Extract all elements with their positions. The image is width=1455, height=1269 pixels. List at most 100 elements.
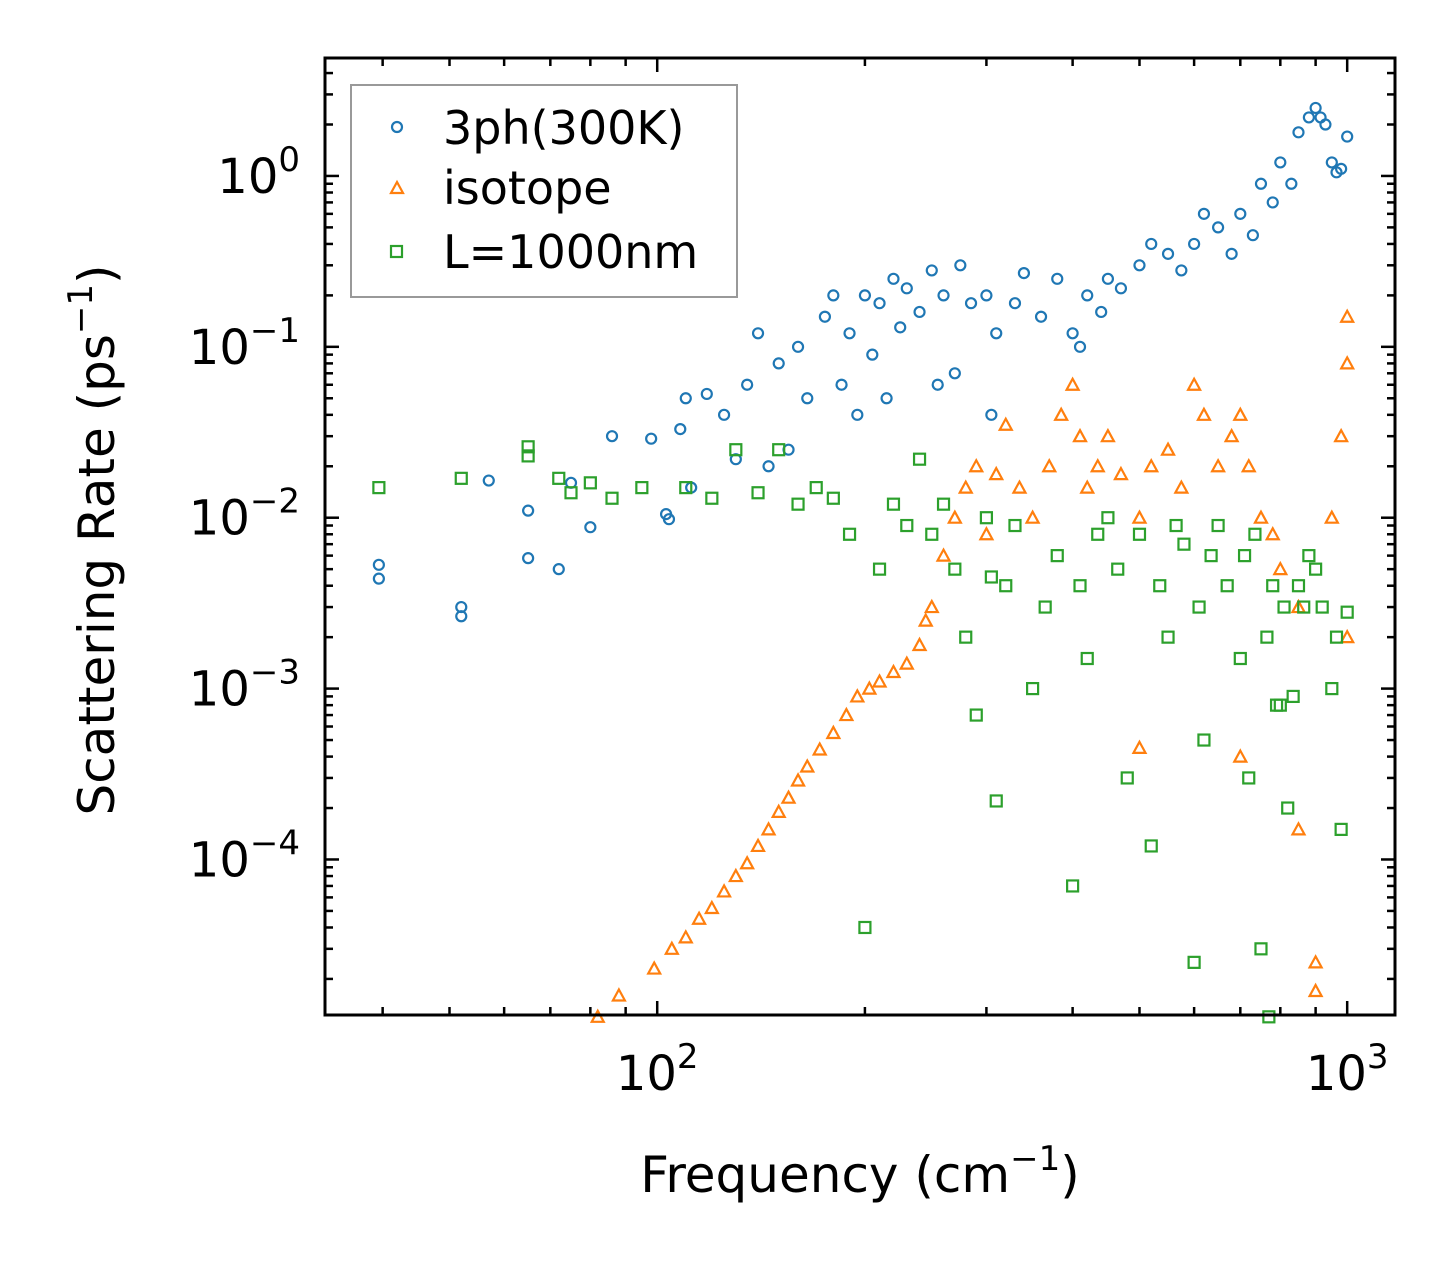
point-3ph <box>1254 177 1268 190</box>
point-3ph <box>851 408 864 421</box>
point-3ph <box>1051 272 1064 285</box>
legend-marker-square <box>389 244 404 259</box>
point-3ph <box>931 378 944 391</box>
y-tick-label: 100 <box>217 140 300 205</box>
point-l1000nm <box>1273 698 1287 712</box>
point-l1000nm <box>1277 600 1291 614</box>
point-3ph <box>818 310 832 323</box>
point-isotope <box>1024 509 1041 524</box>
point-isotope <box>1210 457 1226 473</box>
point-isotope <box>997 416 1014 431</box>
point-l1000nm <box>729 443 743 457</box>
point-l1000nm <box>1192 600 1206 614</box>
point-3ph <box>948 367 961 380</box>
point-l1000nm <box>1248 527 1262 541</box>
point-3ph <box>584 521 597 534</box>
point-l1000nm <box>809 481 823 495</box>
point-3ph <box>741 378 754 391</box>
point-l1000nm <box>842 527 857 541</box>
point-isotope <box>1307 982 1324 998</box>
point-3ph <box>1095 305 1108 319</box>
point-3ph <box>990 327 1003 340</box>
legend-marker-circle <box>390 120 404 134</box>
point-isotope <box>760 821 777 836</box>
point-isotope <box>811 741 828 756</box>
point-3ph <box>866 348 879 361</box>
point-3ph <box>522 552 535 565</box>
point-l1000nm <box>979 511 994 525</box>
point-3ph <box>1341 130 1354 143</box>
point-isotope <box>871 673 888 688</box>
svg-text:Scattering Rate (ps−1): Scattering Rate (ps−1) <box>61 264 126 815</box>
point-3ph <box>772 357 785 370</box>
point-isotope <box>1196 406 1212 421</box>
point-3ph <box>1225 247 1238 260</box>
point-l1000nm <box>552 471 566 485</box>
point-l1000nm <box>1329 630 1344 644</box>
y-axis-label: Scattering Rate (ps−1) <box>61 264 126 815</box>
point-3ph <box>1292 126 1305 139</box>
point-l1000nm <box>1066 879 1080 893</box>
point-l1000nm <box>925 527 939 541</box>
series-0 <box>372 101 1354 623</box>
point-l1000nm <box>751 486 765 500</box>
point-3ph <box>1246 229 1259 242</box>
point-isotope <box>750 837 766 853</box>
point-l1000nm <box>1220 579 1234 593</box>
point-l1000nm <box>1291 579 1306 593</box>
point-l1000nm <box>1315 600 1329 614</box>
point-l1000nm <box>1026 681 1040 696</box>
point-3ph <box>482 474 495 487</box>
y-tick-label: 10−3 <box>189 653 300 718</box>
point-isotope <box>611 987 627 1002</box>
point-3ph <box>455 610 468 623</box>
point-l1000nm <box>1281 801 1295 815</box>
point-l1000nm <box>912 452 927 466</box>
point-isotope <box>1011 479 1028 494</box>
point-l1000nm <box>1262 1010 1276 1024</box>
point-isotope <box>1113 465 1129 481</box>
point-isotope <box>1131 739 1148 754</box>
point-3ph <box>1175 264 1188 277</box>
point-3ph <box>954 259 967 272</box>
point-l1000nm <box>1260 630 1274 644</box>
x-tick-label: 102 <box>616 1037 699 1102</box>
point-3ph <box>751 327 765 340</box>
point-3ph <box>925 264 938 277</box>
point-isotope <box>849 688 866 703</box>
point-isotope <box>1089 457 1106 473</box>
point-l1000nm <box>1144 839 1158 853</box>
point-l1000nm <box>989 794 1003 808</box>
point-3ph <box>791 340 805 353</box>
point-3ph <box>552 563 565 576</box>
point-l1000nm <box>1161 630 1175 644</box>
point-isotope <box>1064 376 1081 391</box>
point-isotope <box>885 663 902 679</box>
x-axis-label: Frequency (cm−1) <box>640 1139 1080 1204</box>
point-isotope <box>1272 560 1289 576</box>
point-isotope <box>1339 628 1356 644</box>
point-l1000nm <box>984 570 998 584</box>
point-l1000nm <box>1297 600 1311 614</box>
point-l1000nm <box>372 481 386 495</box>
point-l1000nm <box>791 497 805 511</box>
point-isotope <box>1307 954 1324 969</box>
point-isotope <box>1223 427 1240 443</box>
point-l1000nm <box>1340 605 1354 619</box>
point-isotope <box>935 547 952 562</box>
x-tick-label: 103 <box>1306 1037 1389 1102</box>
point-3ph <box>1066 327 1079 340</box>
point-l1000nm <box>521 449 535 463</box>
point-l1000nm <box>1073 579 1087 593</box>
point-l1000nm <box>1204 549 1218 563</box>
point-l1000nm <box>872 562 887 576</box>
point-l1000nm <box>564 486 578 500</box>
point-l1000nm <box>1325 681 1339 696</box>
point-isotope <box>1339 355 1356 370</box>
point-l1000nm <box>454 471 468 485</box>
point-l1000nm <box>959 630 973 644</box>
point-l1000nm <box>1242 771 1256 785</box>
legend-marker-triangle <box>389 179 405 195</box>
point-isotope <box>1143 457 1160 473</box>
point-3ph <box>827 289 840 302</box>
